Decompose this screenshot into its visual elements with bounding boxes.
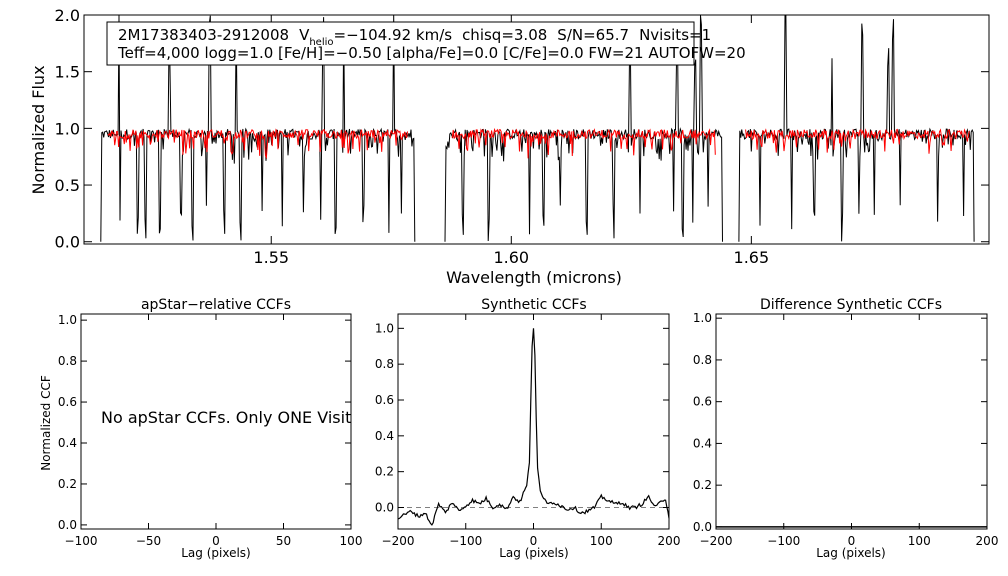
header-line1: 2M17383403-2912008 Vhelio=−104.92 km/s chi… xyxy=(118,26,711,48)
difference-ccf-axes: −200 −100 0 100 200 0.0 0.2 0.4 0.6 0.8 1.0 xyxy=(693,311,999,548)
x-tick-label: 0 xyxy=(212,534,220,548)
x-tick-label: 1.60 xyxy=(493,248,529,267)
x-tick-label: 200 xyxy=(976,534,999,548)
x-tick-label: −100 xyxy=(449,534,482,548)
y-tick-label: 0.4 xyxy=(58,436,77,450)
y-tick-label: 1.0 xyxy=(375,321,394,335)
model-spectrum-group xyxy=(107,127,970,160)
synthetic-ccf-plot xyxy=(397,328,670,526)
x-tick-label: 200 xyxy=(658,534,681,548)
spectrum-panel: 1.55 1.60 1.65 0.0 0.5 1.0 1.5 2.0 2M17383403-2… xyxy=(29,6,990,287)
y-tick-label: 0.4 xyxy=(375,429,394,443)
x-tick-label: −50 xyxy=(136,534,161,548)
y-tick-label: 0.6 xyxy=(58,395,77,409)
x-tick-label: 1.55 xyxy=(253,248,289,267)
y-tick-label: 0.2 xyxy=(375,465,394,479)
synthetic-ccf-plot-frame xyxy=(397,313,670,530)
difference-ccf-panel: Difference Synthetic CCFs −200 −100 0 100 20… xyxy=(693,297,999,560)
spectrum-ylabel: Normalized Flux xyxy=(29,65,48,194)
y-tick-label: 0.2 xyxy=(693,478,712,492)
synthetic-ccf-line xyxy=(397,328,670,526)
apstar-ccf-panel: apStar−relative CCFs −100 −50 0 50 100 0.0 0.2… xyxy=(39,297,362,560)
y-tick-label: 0.8 xyxy=(375,357,394,371)
apstar-ccf-title: apStar−relative CCFs xyxy=(141,297,291,313)
x-tick-label: 100 xyxy=(908,534,931,548)
x-tick-label: −100 xyxy=(65,534,98,548)
header-info-box xyxy=(106,21,695,66)
y-tick-label: 0.0 xyxy=(55,233,80,252)
snr-value: S/N=65.7 xyxy=(557,26,629,44)
observed-spectrum-chip-1 xyxy=(100,15,416,242)
spectrum-plot-frame xyxy=(83,14,990,245)
spectrum-axes: 1.55 1.60 1.65 0.0 0.5 1.0 1.5 2.0 xyxy=(55,6,989,267)
difference-ccf-xlabel: Lag (pixels) xyxy=(816,546,886,560)
apstar-ccf-xlabel: Lag (pixels) xyxy=(181,546,251,560)
observed-spectrum-chip-3 xyxy=(738,15,975,242)
y-tick-label: 0.0 xyxy=(58,518,77,532)
difference-ccf-plot-frame xyxy=(715,313,988,530)
vhelio-label: V xyxy=(299,26,310,44)
x-tick-label: −100 xyxy=(767,534,800,548)
x-tick-label: 100 xyxy=(340,534,363,548)
synthetic-ccf-xlabel: Lag (pixels) xyxy=(499,546,569,560)
synthetic-ccf-title: Synthetic CCFs xyxy=(481,297,586,313)
y-tick-label: 0.0 xyxy=(375,501,394,515)
star-id: 2M17383403-2912008 xyxy=(118,26,289,44)
y-tick-label: 1.0 xyxy=(55,119,80,138)
y-tick-label: 0.2 xyxy=(58,477,77,491)
difference-ccf-title: Difference Synthetic CCFs xyxy=(760,297,942,313)
y-tick-label: 2.0 xyxy=(55,6,80,25)
y-tick-label: 1.0 xyxy=(58,313,77,327)
y-tick-label: 0.6 xyxy=(693,395,712,409)
x-tick-label: 0 xyxy=(848,534,856,548)
vhelio-subscript: helio xyxy=(309,37,333,48)
y-tick-label: 0.0 xyxy=(693,520,712,534)
observed-spectrum-chip-2 xyxy=(444,15,723,242)
y-tick-label: 0.8 xyxy=(58,354,77,368)
chisq-value: chisq=3.08 xyxy=(462,26,547,44)
model-spectrum-chip-3 xyxy=(745,128,970,154)
x-tick-label: −200 xyxy=(382,534,415,548)
y-tick-label: 0.4 xyxy=(693,436,712,450)
synthetic-ccf-panel: Synthetic CCFs −200 −100 0 100 200 0.0 0.2 0.4 0… xyxy=(375,297,681,560)
y-tick-label: 0.8 xyxy=(693,353,712,367)
apstar-ccf-ylabel: Normalized CCF xyxy=(39,375,53,471)
apstar-ccf-axes: −100 −50 0 50 100 0.0 0.2 0.4 0.6 0.8 1.0 xyxy=(58,313,363,548)
y-tick-label: 1.5 xyxy=(55,63,80,82)
x-tick-label: −200 xyxy=(700,534,733,548)
x-tick-label: 1.65 xyxy=(734,248,770,267)
y-tick-label: 0.5 xyxy=(55,176,80,195)
no-ccf-message: No apStar CCFs. Only ONE Visit xyxy=(101,408,351,427)
nvisits-value: Nvisits=1 xyxy=(639,26,711,44)
model-spectrum-chip-1 xyxy=(107,128,409,160)
x-tick-label: 0 xyxy=(530,534,538,548)
model-spectrum-chip-2 xyxy=(451,127,716,159)
y-tick-label: 1.0 xyxy=(693,311,712,325)
x-tick-label: 100 xyxy=(590,534,613,548)
spectrum-xlabel: Wavelength (microns) xyxy=(446,268,622,287)
x-tick-label: 50 xyxy=(276,534,291,548)
y-tick-label: 0.6 xyxy=(375,393,394,407)
vhelio-value: =−104.92 km/s xyxy=(334,26,453,44)
header-line2: Teff=4,000 logg=1.0 [Fe/H]=−0.50 [alpha/… xyxy=(117,44,746,62)
synthetic-ccf-axes: −200 −100 0 100 200 0.0 0.2 0.4 0.6 0.8 1.0 xyxy=(375,314,681,548)
